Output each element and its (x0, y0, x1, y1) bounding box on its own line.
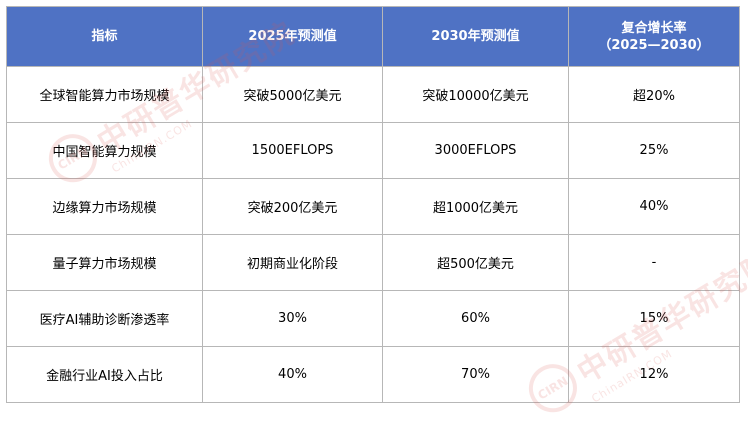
cell-2030: 超500亿美元 (382, 234, 569, 291)
header-cagr: 复合增长率 （2025—2030） (568, 6, 740, 67)
cell-2025: 突破5000亿美元 (202, 66, 383, 123)
cell-indicator: 边缘算力市场规模 (6, 178, 203, 235)
cell-indicator: 医疗AI辅助诊断渗透率 (6, 290, 203, 347)
header-2025-forecast: 2025年预测值 (202, 6, 383, 67)
cell-cagr: - (568, 234, 740, 291)
table-row: 医疗AI辅助诊断渗透率 30% 60% 15% (6, 290, 740, 347)
cell-cagr: 25% (568, 122, 740, 179)
cell-2030: 突破10000亿美元 (382, 66, 569, 123)
header-2030-forecast: 2030年预测值 (382, 6, 569, 67)
table-row: 边缘算力市场规模 突破200亿美元 超1000亿美元 40% (6, 178, 740, 235)
table-row: 量子算力市场规模 初期商业化阶段 超500亿美元 - (6, 234, 740, 291)
cell-cagr: 超20% (568, 66, 740, 123)
cell-indicator: 量子算力市场规模 (6, 234, 203, 291)
table-row: 全球智能算力市场规模 突破5000亿美元 突破10000亿美元 超20% (6, 66, 740, 123)
cell-2025: 1500EFLOPS (202, 122, 383, 179)
table-row: 金融行业AI投入占比 40% 70% 12% (6, 346, 740, 403)
cell-indicator: 金融行业AI投入占比 (6, 346, 203, 403)
cell-2025: 30% (202, 290, 383, 347)
cell-cagr: 15% (568, 290, 740, 347)
cell-2030: 3000EFLOPS (382, 122, 569, 179)
header-indicator: 指标 (6, 6, 203, 67)
table-row: 中国智能算力规模 1500EFLOPS 3000EFLOPS 25% (6, 122, 740, 179)
cell-indicator: 全球智能算力市场规模 (6, 66, 203, 123)
header-cagr-title: 复合增长率 (621, 20, 687, 36)
cell-2030: 超1000亿美元 (382, 178, 569, 235)
header-cagr-period: （2025—2030） (598, 37, 710, 53)
cell-2025: 突破200亿美元 (202, 178, 383, 235)
cell-2030: 70% (382, 346, 569, 403)
cell-indicator: 中国智能算力规模 (6, 122, 203, 179)
cell-2025: 40% (202, 346, 383, 403)
forecast-table: 指标 2025年预测值 2030年预测值 复合增长率 （2025—2030） 全… (6, 6, 740, 403)
header-row: 指标 2025年预测值 2030年预测值 复合增长率 （2025—2030） (6, 6, 740, 67)
cell-cagr: 12% (568, 346, 740, 403)
data-table-frame: 指标 2025年预测值 2030年预测值 复合增长率 （2025—2030） 全… (6, 6, 740, 403)
cell-2030: 60% (382, 290, 569, 347)
cell-cagr: 40% (568, 178, 740, 235)
cell-2025: 初期商业化阶段 (202, 234, 383, 291)
